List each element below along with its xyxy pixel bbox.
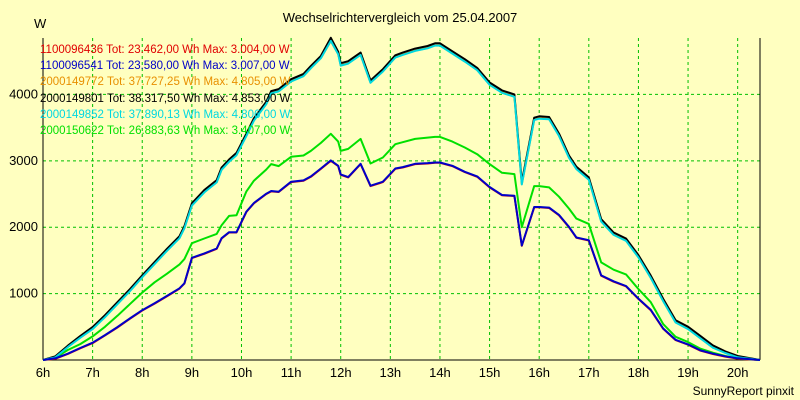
chart-title: Wechselrichtervergleich vom 25.04.2007 (282, 10, 518, 25)
x-tick-label: 15h (479, 365, 501, 380)
x-tick-label: 10h (231, 365, 253, 380)
y-axis-unit: W (34, 16, 47, 31)
x-tick-label: 6h (36, 365, 50, 380)
legend-entry: 2000149852 Tot: 37.890,13 Wh Max: 4.806,… (40, 108, 291, 121)
x-tick-label: 20h (727, 365, 749, 380)
y-tick-label: 1000 (9, 286, 38, 301)
legend-entry: 1100096541 Tot: 23.580,00 Wh Max: 3.007,… (40, 60, 290, 73)
x-tick-label: 12h (330, 365, 352, 380)
series-line-2000150622 (42, 132, 761, 361)
legend-entry: 1100096436 Tot: 23.462,00 Wh Max: 3.004,… (40, 44, 290, 56)
plot-area (43, 38, 760, 360)
y-tick-label: 3000 (9, 153, 38, 168)
footer-credit: SunnyReport pinxit (692, 384, 794, 398)
legend-entry: 2000149801 Tot: 38.317,50 Wh Max: 4.853,… (40, 92, 291, 105)
x-tick-label: 14h (429, 365, 451, 380)
legend-entry: 2000149772 Tot: 37.727,25 Wh Max: 4.805,… (40, 76, 291, 89)
chart-legend: 1100096436 Tot: 23.462,00 Wh Max: 3.004,… (40, 42, 290, 139)
x-tick-label: 11h (281, 365, 302, 380)
x-tick-label: 13h (379, 365, 401, 380)
series-line-2000149852 (42, 39, 761, 361)
x-tick-label: 16h (528, 365, 550, 380)
y-tick-label: 4000 (9, 86, 38, 101)
x-tick-label: 9h (185, 365, 199, 380)
x-tick-label: 7h (85, 365, 99, 380)
y-tick-label: 2000 (9, 219, 38, 234)
legend-entry: 2000150622 Tot: 26.883,63 Wh Max: 3.407,… (40, 125, 291, 138)
x-tick-label: 17h (578, 365, 600, 380)
x-tick-label: 8h (135, 365, 149, 380)
x-tick-label: 18h (628, 365, 650, 380)
x-tick-label: 19h (677, 365, 699, 380)
series-line-1100096541 (42, 159, 761, 361)
